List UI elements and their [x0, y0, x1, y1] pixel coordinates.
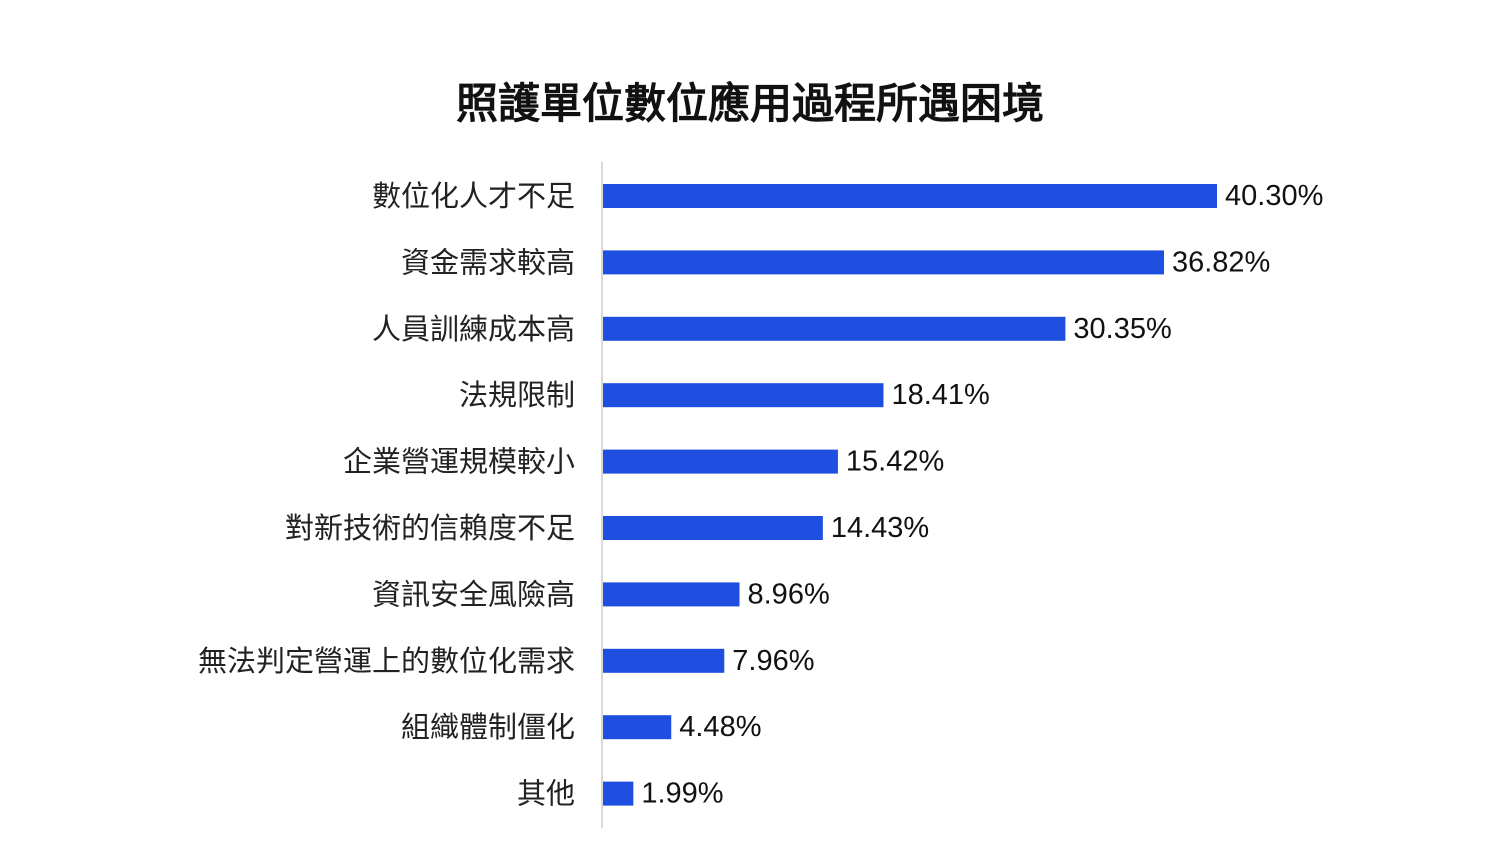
value-label: 7.96%	[732, 645, 814, 677]
value-label: 1.99%	[641, 778, 723, 810]
bar	[603, 781, 634, 806]
value-label: 8.96%	[748, 578, 830, 610]
value-label: 15.42%	[846, 446, 944, 478]
bar	[603, 316, 1066, 341]
category-label: 組織體制僵化	[401, 710, 575, 744]
bar	[603, 582, 740, 607]
category-label: 資金需求較高	[401, 245, 575, 279]
bar	[603, 383, 884, 408]
category-label: 數位化人才不足	[372, 179, 575, 213]
chart-title: 照護單位數位應用過程所遇困境	[455, 79, 1044, 128]
bar	[603, 715, 672, 740]
bars-group: 數位化人才不足 40.30% 資金需求較高 36.82% 人員訓練成本高 30.35% 法規…	[198, 179, 1323, 811]
category-label: 人員訓練成本高	[372, 312, 575, 346]
bar	[603, 648, 725, 673]
bar	[603, 250, 1164, 275]
value-label: 30.35%	[1073, 313, 1171, 345]
value-label: 36.82%	[1172, 246, 1270, 278]
category-label: 無法判定營運上的數位化需求	[198, 644, 575, 678]
value-label: 18.41%	[891, 379, 989, 411]
value-label: 14.43%	[831, 512, 929, 544]
bar	[603, 449, 838, 474]
bar	[603, 184, 1217, 208]
category-label: 資訊安全風險高	[372, 577, 575, 611]
category-label: 對新技術的信賴度不足	[285, 511, 575, 545]
bar	[603, 516, 823, 540]
value-label: 4.48%	[679, 711, 761, 743]
value-label: 40.30%	[1225, 180, 1323, 212]
category-label: 企業營運規模較小	[343, 445, 575, 479]
category-label: 其他	[517, 777, 575, 811]
category-label: 法規限制	[459, 378, 575, 412]
